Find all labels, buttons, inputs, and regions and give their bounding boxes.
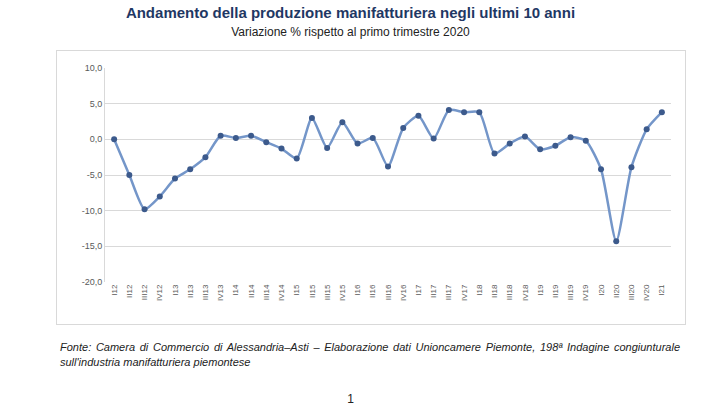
svg-text:I19: I19: [536, 284, 545, 296]
svg-text:I14: I14: [231, 284, 240, 296]
svg-text:5,0: 5,0: [90, 99, 103, 109]
svg-text:I12: I12: [110, 284, 119, 296]
svg-text:IV12: IV12: [155, 284, 164, 301]
svg-text:II20: II20: [612, 284, 621, 298]
svg-text:IV20: IV20: [642, 284, 651, 301]
svg-text:III19: III19: [566, 284, 575, 300]
html-text:Andamento della produzione man: Andamento della produzione manifatturier…: [125, 4, 576, 21]
svg-text:III17: III17: [444, 284, 453, 300]
svg-text:II19: II19: [551, 284, 560, 298]
svg-text:III16: III16: [384, 284, 393, 300]
svg-text:III13: III13: [201, 284, 210, 300]
svg-text:III12: III12: [140, 284, 149, 300]
svg-text:II15: II15: [308, 284, 317, 298]
svg-text:II16: II16: [368, 284, 377, 298]
svg-text:I17: I17: [414, 284, 423, 296]
svg-text:I16: I16: [353, 284, 362, 296]
svg-text:IV14: IV14: [277, 284, 286, 301]
svg-text:II17: II17: [429, 284, 438, 298]
svg-text:III20: III20: [627, 284, 636, 300]
svg-text:-20,0: -20,0: [82, 277, 103, 287]
svg-text:IV18: IV18: [521, 284, 530, 301]
svg-text:-5,0: -5,0: [87, 170, 103, 180]
svg-text:IV13: IV13: [216, 284, 225, 301]
svg-text:IV16: IV16: [399, 284, 408, 301]
svg-text:I18: I18: [475, 284, 484, 296]
svg-text:-10,0: -10,0: [82, 206, 103, 216]
svg-text:I20: I20: [597, 284, 606, 296]
svg-text:IV15: IV15: [338, 284, 347, 301]
svg-text:IV17: IV17: [460, 284, 469, 301]
html-text:1: 1: [347, 392, 354, 406]
svg-text:-15,0: -15,0: [82, 241, 103, 251]
svg-text:II14: II14: [247, 284, 256, 298]
svg-text:10,0: 10,0: [85, 63, 103, 73]
html-text:Variazione % rispetto al primo: Variazione % rispetto al primo trimestre…: [231, 25, 470, 39]
svg-text:0,0: 0,0: [90, 134, 103, 144]
svg-text:II12: II12: [125, 284, 134, 298]
svg-text:II18: II18: [490, 284, 499, 298]
svg-text:I13: I13: [171, 284, 180, 296]
svg-text:II13: II13: [186, 284, 195, 298]
html-text:Fonte: Camera di Commercio di: Fonte: Camera di Commercio di Alessandri…: [60, 341, 680, 368]
svg-text:III14: III14: [262, 284, 271, 300]
svg-text:III15: III15: [323, 284, 332, 300]
svg-text:IV19: IV19: [581, 284, 590, 301]
svg-text:I15: I15: [292, 284, 301, 296]
svg-text:III18: III18: [505, 284, 514, 300]
svg-text:I21: I21: [657, 284, 666, 296]
